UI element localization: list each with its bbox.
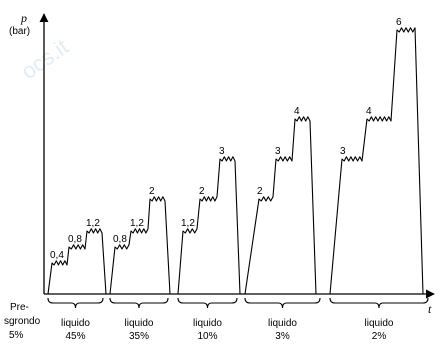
pressure-step-label: 0,8 [113, 234, 127, 245]
pressure-step-label: 0,4 [50, 250, 64, 261]
pressure-step-label: 3 [275, 146, 281, 157]
pressure-step-label: 1,2 [130, 218, 144, 229]
pressure-step-label: 4 [366, 106, 372, 117]
pressure-step-label: 2 [199, 186, 205, 197]
phase-label: liquido [193, 318, 222, 329]
pressure-step-label: 3 [340, 146, 346, 157]
phase-brace [109, 297, 169, 309]
watermark-text: ocs.it [17, 34, 73, 84]
pressure-step-label: 4 [294, 106, 300, 117]
pressure-step-label: 2 [257, 186, 263, 197]
phase-percent: 2% [372, 331, 387, 342]
pressure-step-label: 2 [149, 186, 155, 197]
pressure-profile-cycle-4 [244, 116, 317, 295]
pre-phase-label-line3: 5% [9, 330, 24, 341]
pressure-profile-cycle-2 [109, 196, 171, 295]
phase-label: liquido [268, 318, 297, 329]
y-axis-unit: (bar) [9, 26, 30, 37]
pressure-profile-cycle-5 [329, 27, 424, 295]
phase-brace [47, 297, 104, 309]
pressure-step-label: 6 [396, 17, 402, 28]
phase-percent: 45% [65, 331, 85, 342]
phase-brace [329, 297, 429, 309]
pressure-profile-cycle-1 [47, 228, 107, 295]
x-axis-label: t [428, 302, 432, 316]
phase-percent: 10% [197, 331, 217, 342]
pressure-step-label: 1,2 [86, 218, 100, 229]
phase-brace [244, 297, 321, 309]
phase-label: liquido [61, 318, 90, 329]
phase-percent: 35% [129, 331, 149, 342]
pressure-step-label: 0,8 [68, 234, 82, 245]
chart-marks: 0,40,81,2liquido45%0,81,22liquido35%1,22… [47, 17, 429, 342]
phase-brace [177, 297, 238, 309]
phase-label: liquido [365, 318, 394, 329]
phase-label: liquido [125, 318, 154, 329]
pressure-step-label: 3 [219, 146, 225, 157]
y-axis-label: p [20, 11, 27, 25]
pressure-step-label: 1,2 [181, 218, 195, 229]
pressure-profile-cycle-3 [177, 156, 241, 295]
pre-phase-label-line2: sgrondo [4, 316, 41, 327]
phase-percent: 3% [275, 331, 290, 342]
pre-phase-label-line1: Pre- [10, 302, 29, 313]
